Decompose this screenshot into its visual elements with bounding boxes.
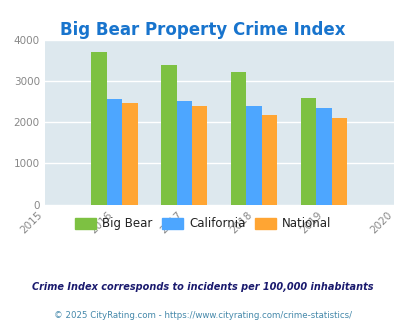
Legend: Big Bear, California, National: Big Bear, California, National	[70, 213, 335, 235]
Bar	[246, 106, 261, 205]
Bar	[91, 52, 107, 205]
Bar	[107, 99, 122, 205]
Bar	[331, 117, 346, 205]
Bar	[161, 65, 176, 205]
Text: Crime Index corresponds to incidents per 100,000 inhabitants: Crime Index corresponds to incidents per…	[32, 282, 373, 292]
Bar	[176, 101, 192, 205]
Bar	[300, 98, 315, 205]
Bar	[315, 108, 331, 205]
Text: Big Bear Property Crime Index: Big Bear Property Crime Index	[60, 21, 345, 39]
Bar	[192, 106, 207, 205]
Text: © 2025 CityRating.com - https://www.cityrating.com/crime-statistics/: © 2025 CityRating.com - https://www.city…	[54, 311, 351, 320]
Bar	[122, 103, 137, 205]
Bar	[261, 115, 277, 205]
Bar	[230, 72, 246, 205]
